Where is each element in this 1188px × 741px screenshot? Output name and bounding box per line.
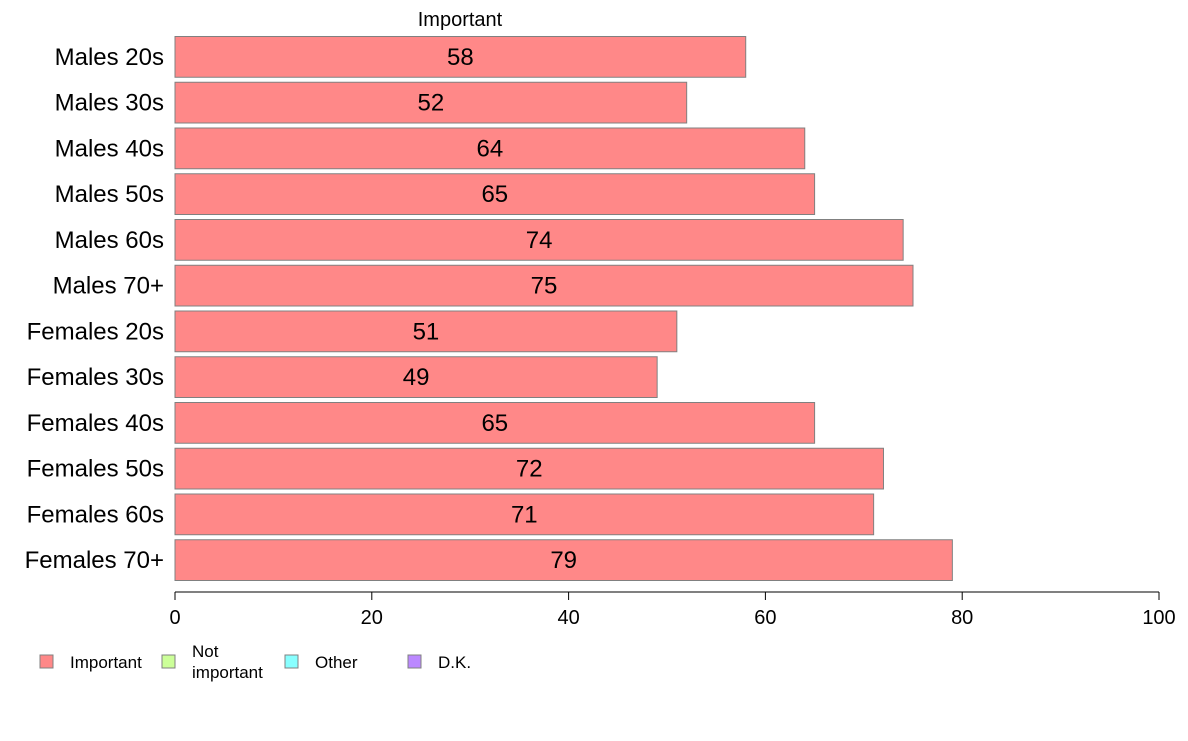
bar-value-label: 49	[403, 364, 430, 391]
bar-value-label: 52	[417, 90, 444, 117]
category-label: Males 30s	[55, 90, 164, 117]
x-tick-label: 60	[754, 607, 776, 629]
category-label: Females 70+	[25, 547, 164, 574]
bar-important-11	[174, 539, 953, 581]
legend-label: Other	[315, 653, 358, 672]
bar-important-7	[174, 356, 658, 398]
legend-swatch	[284, 654, 299, 669]
bar-value-label: 65	[481, 181, 508, 208]
x-tick-label: 20	[361, 607, 383, 629]
category-label: Females 20s	[27, 318, 164, 345]
bar-value-label: 58	[447, 44, 474, 71]
bar-value-label: 51	[413, 318, 440, 345]
legend-label: D.K.	[438, 653, 471, 672]
bar-important-0	[174, 36, 747, 78]
x-tick-label: 80	[951, 607, 973, 629]
legend-swatch	[39, 654, 54, 669]
column-header: Important	[418, 9, 503, 31]
bar-important-4	[174, 219, 904, 261]
category-label: Males 40s	[55, 135, 164, 162]
bar-value-label: 71	[511, 501, 538, 528]
bar-important-5	[174, 264, 914, 307]
bar-value-label: 74	[526, 227, 553, 254]
bar-value-label: 79	[550, 547, 577, 574]
legend-swatch	[161, 654, 176, 669]
bar-important-10	[174, 493, 875, 536]
category-label: Males 20s	[55, 44, 164, 71]
legend-swatch	[407, 654, 422, 669]
x-tick-label: 40	[557, 607, 579, 629]
legend-label: Important	[70, 653, 142, 672]
legend-label: Not important	[192, 642, 263, 682]
x-tick-label: 100	[1142, 607, 1175, 629]
category-label: Females 50s	[27, 456, 164, 483]
category-label: Females 30s	[27, 364, 164, 391]
bar-value-label: 65	[481, 410, 508, 437]
bar-important-3	[174, 173, 816, 215]
category-label: Males 60s	[55, 227, 164, 254]
x-tick-label: 0	[169, 607, 180, 629]
bar-important-2	[174, 127, 806, 170]
bar-important-8	[174, 402, 816, 444]
category-label: Males 50s	[55, 181, 164, 208]
bar-important-1	[174, 81, 688, 124]
bar-value-label: 75	[531, 273, 558, 300]
bar-important-6	[174, 310, 678, 353]
category-label: Females 60s	[27, 501, 164, 528]
bar-important-9	[174, 447, 884, 490]
bar-value-label: 72	[516, 456, 543, 483]
category-label: Females 40s	[27, 410, 164, 437]
category-label: Males 70+	[53, 273, 164, 300]
bar-value-label: 64	[477, 135, 504, 162]
